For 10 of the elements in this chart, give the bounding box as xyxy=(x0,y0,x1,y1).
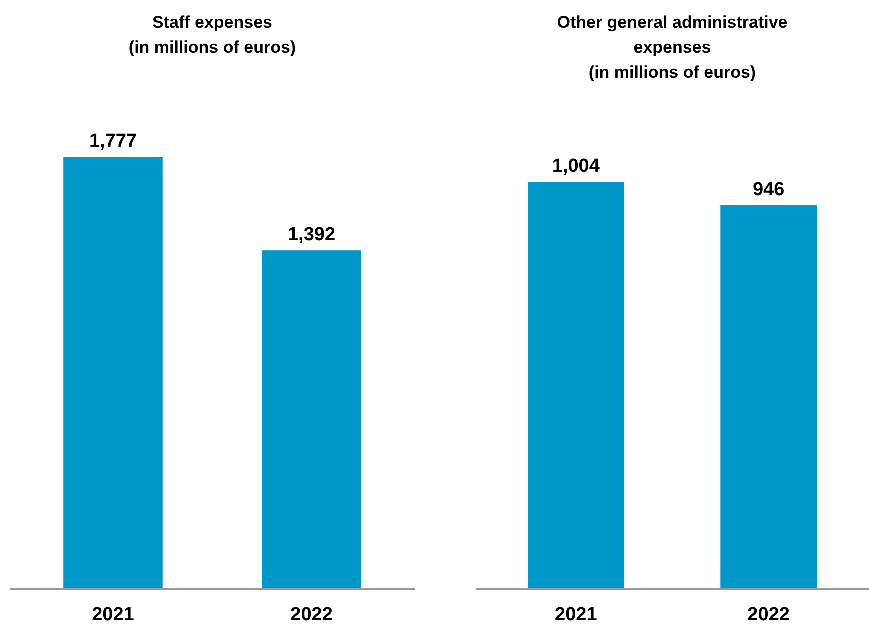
x-tick-label: 2021 xyxy=(555,604,598,625)
x-tick-label: 2022 xyxy=(290,604,333,625)
x-tick-label: 2022 xyxy=(748,604,790,625)
chart-title: Other general administrative expenses (in millions of euros) xyxy=(557,13,788,82)
chart-title: Staff expenses (in millions of euros) xyxy=(128,13,296,57)
data-label: 946 xyxy=(752,180,785,201)
data-label: 1,004 xyxy=(552,156,600,177)
data-label: 1,392 xyxy=(288,224,336,246)
data-label: 1,777 xyxy=(89,131,138,152)
x-tick-label: 2021 xyxy=(92,604,135,625)
